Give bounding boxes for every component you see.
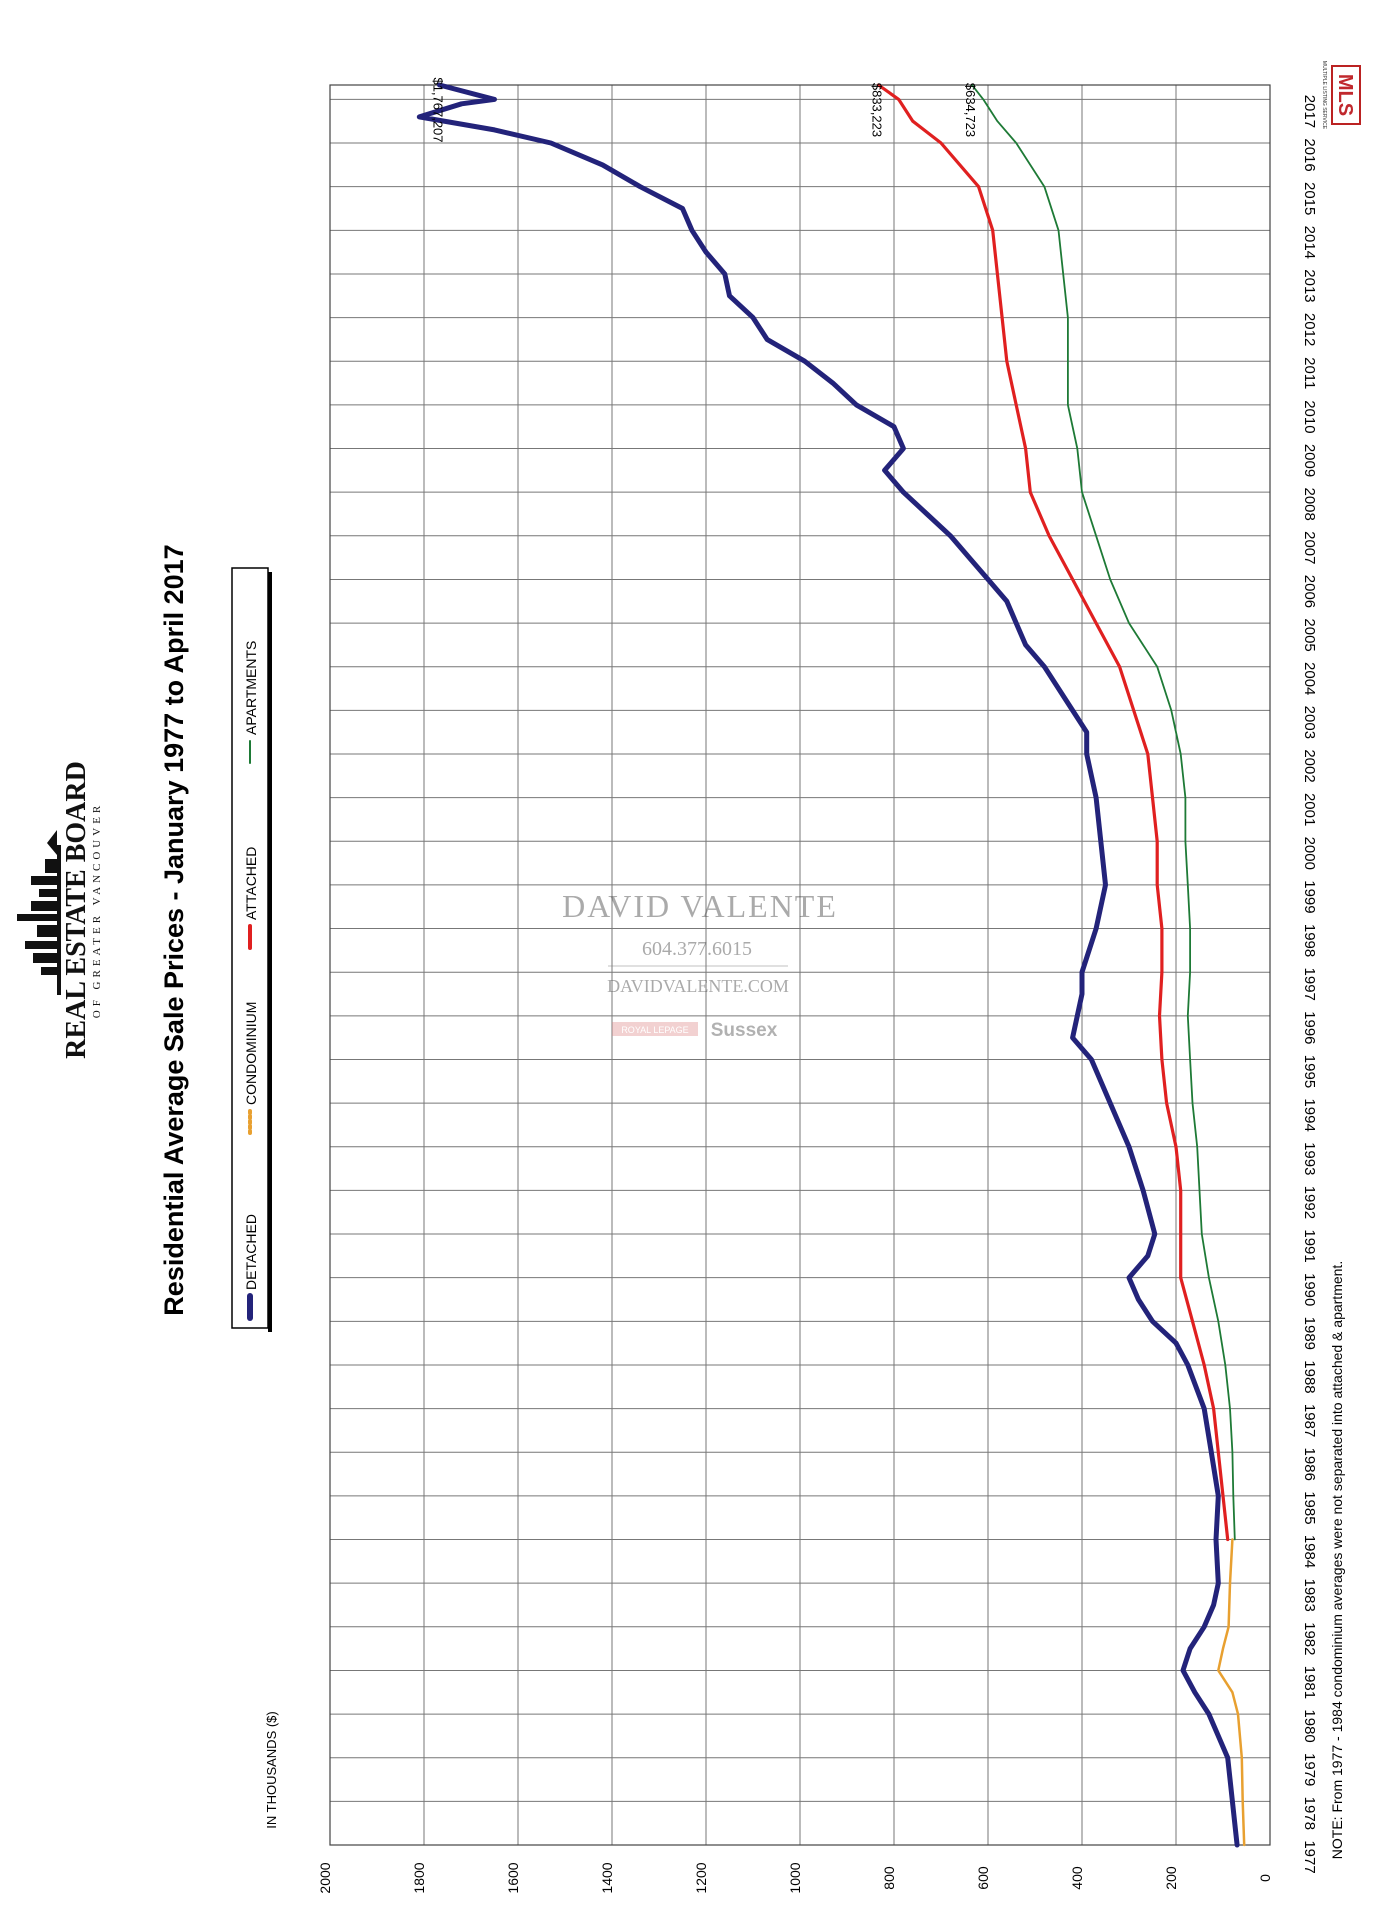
year-tick-label: 2005 xyxy=(1301,618,1318,651)
year-tick-label: 1996 xyxy=(1301,1011,1318,1044)
value-tick-label: 1600 xyxy=(505,1862,521,1893)
value-tick-label: 200 xyxy=(1163,1866,1179,1890)
logo-line2: OF GREATER VANCOUVER xyxy=(91,802,103,1019)
year-tick-label: 2014 xyxy=(1301,226,1318,259)
value-tick-label: 800 xyxy=(881,1866,897,1890)
year-tick-label: 1984 xyxy=(1301,1535,1318,1568)
year-tick-label: 1977 xyxy=(1301,1840,1318,1873)
watermark-web: DAVIDVALENTE.COM xyxy=(607,976,789,996)
legend-label: APARTMENTS xyxy=(243,641,259,735)
year-tick-label: 2015 xyxy=(1301,182,1318,215)
value-tick-labels: 0 200 400 600 800 1000 1200 1400 1600 1800 2000 xyxy=(317,1862,1273,1893)
annotation-apartments: $634,723 xyxy=(963,83,978,137)
endpoint-annotations: $1,767,207 $833,223 $634,723 xyxy=(431,77,979,142)
value-tick-label: 600 xyxy=(975,1866,991,1890)
year-tick-label: 2009 xyxy=(1301,444,1318,477)
year-tick-label: 2016 xyxy=(1301,138,1318,171)
year-tick-label: 2008 xyxy=(1301,487,1318,520)
year-tick-label: 1992 xyxy=(1301,1186,1318,1219)
watermark-name: DAVID VALENTE xyxy=(562,888,838,924)
year-tick-label: 1999 xyxy=(1301,880,1318,913)
year-tick-label: 1981 xyxy=(1301,1666,1318,1699)
year-tick-label: 2007 xyxy=(1301,531,1318,564)
year-tick-label: 1991 xyxy=(1301,1229,1318,1262)
mls-logo: MLS MULTIPLE LISTING SERVICE xyxy=(1321,61,1361,130)
year-tick-label: 1990 xyxy=(1301,1273,1318,1306)
value-tick-label: 1400 xyxy=(599,1862,615,1893)
year-tick-label: 1988 xyxy=(1301,1360,1318,1393)
value-tick-label: 1000 xyxy=(787,1862,803,1893)
series-line-apartments xyxy=(971,84,1236,1541)
year-tick-label: 2017 xyxy=(1301,95,1318,128)
skyline-icon xyxy=(17,830,61,995)
year-tick-label: 1985 xyxy=(1301,1491,1318,1524)
year-tick-label: 2002 xyxy=(1301,749,1318,782)
annotation-attached: $833,223 xyxy=(869,83,884,137)
legend-label: ATTACHED xyxy=(243,847,259,920)
value-tick-label: 1800 xyxy=(411,1862,427,1893)
year-tick-label: 1980 xyxy=(1301,1709,1318,1742)
year-tick-label: 1979 xyxy=(1301,1753,1318,1786)
series-lines xyxy=(416,82,1246,1848)
year-tick-label: 1978 xyxy=(1301,1797,1318,1830)
year-tick-label: 1983 xyxy=(1301,1578,1318,1611)
year-tick-label: 2001 xyxy=(1301,793,1318,826)
year-tick-label: 1997 xyxy=(1301,968,1318,1001)
annotation-detached: $1,767,207 xyxy=(431,77,446,142)
year-tick-label: 1987 xyxy=(1301,1404,1318,1437)
year-tick-label: 1994 xyxy=(1301,1098,1318,1131)
footnote: NOTE: From 1977 - 1984 condominium avera… xyxy=(1329,1261,1345,1859)
year-tick-label: 2012 xyxy=(1301,313,1318,346)
value-tick-label: 2000 xyxy=(317,1862,333,1893)
year-tick-label: 2010 xyxy=(1301,400,1318,433)
mls-caption: MULTIPLE LISTING SERVICE xyxy=(1321,61,1327,130)
agent-watermark: DAVID VALENTE 604.377.6015 DAVIDVALENTE.… xyxy=(562,888,838,1041)
watermark-brand-b: Sussex xyxy=(711,1020,778,1041)
year-tick-label: 1986 xyxy=(1301,1448,1318,1481)
mls-mark: MLS xyxy=(1334,74,1356,116)
value-tick-label: 400 xyxy=(1069,1866,1085,1890)
legend: DETACHED CONDOMINIUM ATTACHED APARTMENTS xyxy=(231,567,272,1332)
value-tick-label: 0 xyxy=(1257,1874,1273,1882)
year-tick-label: 1995 xyxy=(1301,1055,1318,1088)
series-line-detached xyxy=(416,82,1240,1848)
year-tick-label: 1982 xyxy=(1301,1622,1318,1655)
year-tick-label: 1989 xyxy=(1301,1317,1318,1350)
year-tick-label: 2003 xyxy=(1301,706,1318,739)
chart-title: Residential Average Sale Prices - Januar… xyxy=(159,544,189,1315)
year-tick-label: 2000 xyxy=(1301,837,1318,870)
year-tick-label: 2013 xyxy=(1301,269,1318,302)
year-tick-label: 2004 xyxy=(1301,662,1318,695)
year-tick-label: 1998 xyxy=(1301,924,1318,957)
watermark-brand-a: ROYAL LEPAGE xyxy=(621,1025,688,1035)
board-logo: REAL ESTATE BOARD OF GREATER VANCOUVER xyxy=(17,761,103,1059)
year-tick-label: 2011 xyxy=(1301,357,1318,389)
plot-frame xyxy=(329,84,1271,1846)
y-axis-label: IN THOUSANDS ($) xyxy=(264,1711,279,1829)
series-line-condominium xyxy=(1217,1538,1246,1847)
series-line-attached xyxy=(876,83,1230,1542)
logo-line1: REAL ESTATE BOARD xyxy=(61,761,92,1059)
value-tick-label: 1200 xyxy=(693,1862,709,1893)
watermark-phone: 604.377.6015 xyxy=(642,938,752,960)
year-tick-labels: 1977 1978 1979 1980 1981 1982 1983 1984 1985 1986… xyxy=(1301,95,1318,1874)
year-tick-label: 1993 xyxy=(1301,1142,1318,1175)
legend-label: CONDOMINIUM xyxy=(243,1002,259,1105)
year-tick-label: 2006 xyxy=(1301,575,1318,608)
legend-label: DETACHED xyxy=(243,1214,259,1290)
